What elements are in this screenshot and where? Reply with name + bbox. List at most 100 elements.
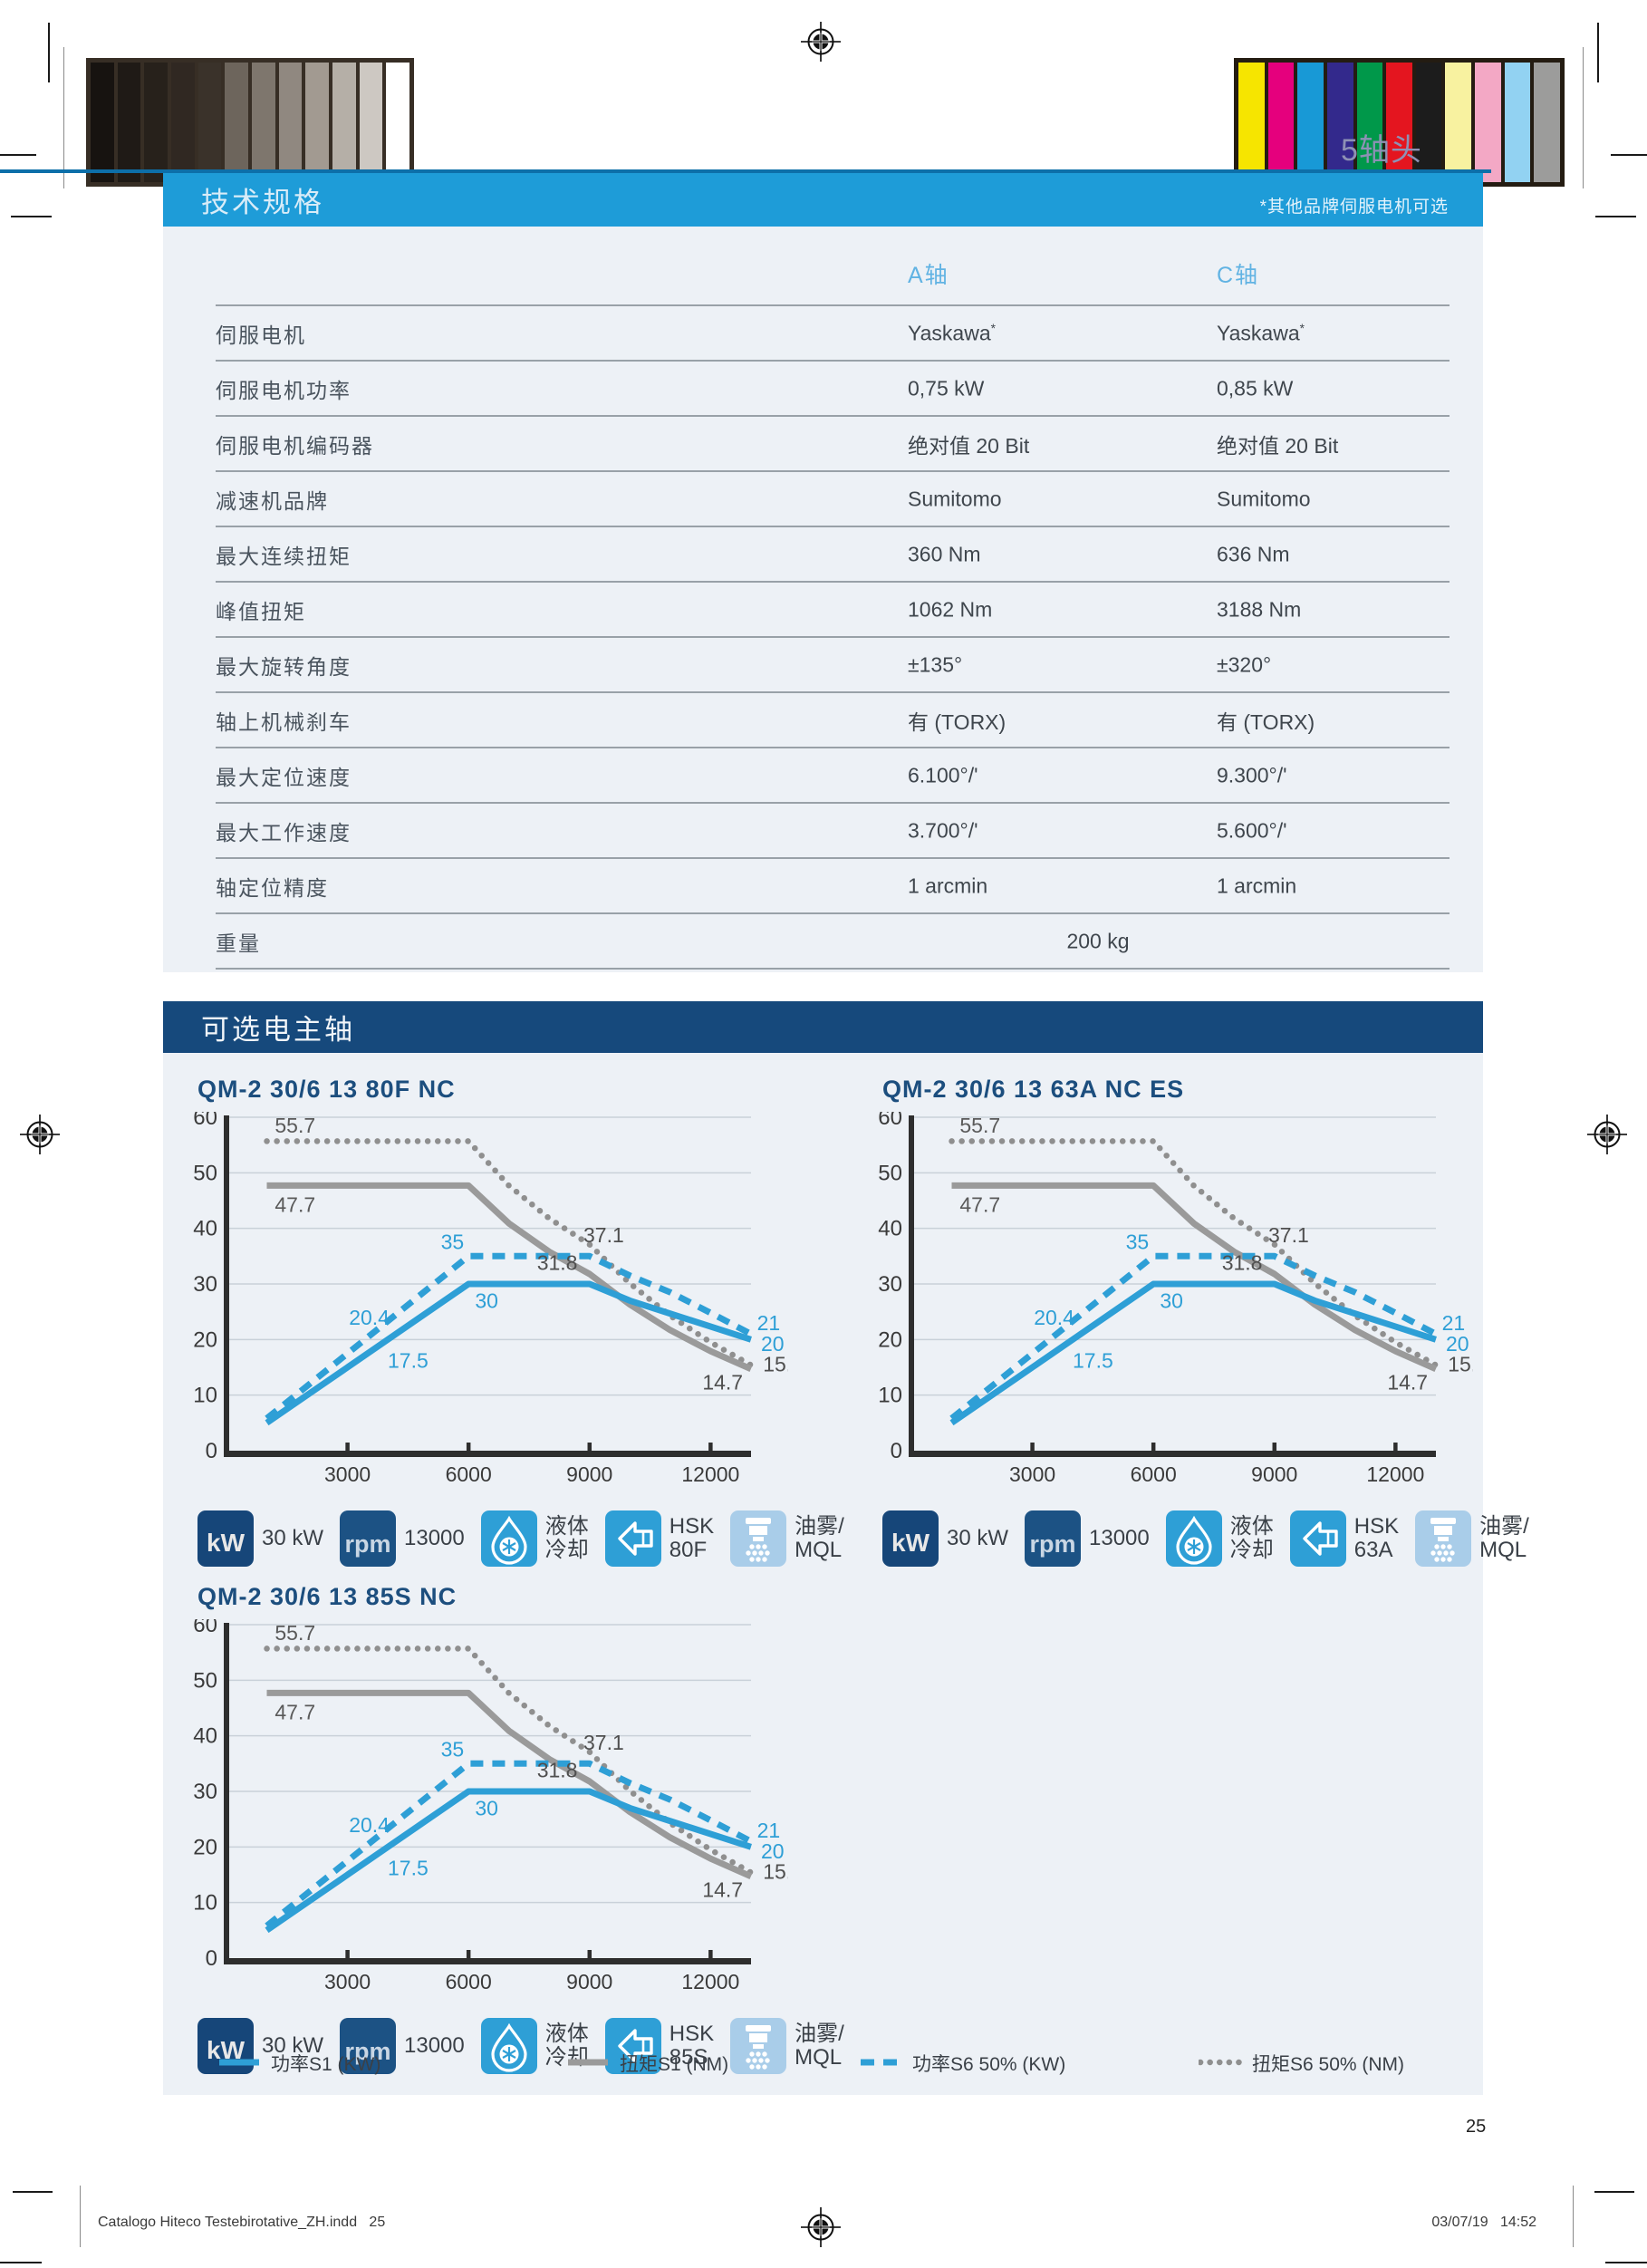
spec-value-c-axis: 绝对值 20 Bit [1217,433,1339,458]
spindle-chart-block: QM-2 30/6 13 80F NC 0 10 20 30 40 50 60 3000 6000… [190,1076,844,1569]
hsk-icon [604,1510,661,1567]
spec-value-a-axis: 有 (TORX) [908,709,1006,734]
svg-text:20: 20 [761,1839,785,1863]
header-rule [0,169,1491,173]
svg-text:30: 30 [878,1272,902,1297]
mist-icon [730,1510,787,1567]
divider [1583,47,1584,188]
spindle-section-title: 可选电主轴 [201,1014,355,1046]
svg-text:50: 50 [193,1161,217,1185]
feature-icon-label: 30 kW [262,1526,324,1551]
legend-label: 扭矩S1 (NM) [620,2054,729,2075]
grayscale-calibration-bar [86,58,414,187]
spec-row-label: 伺服电机功率 [216,378,352,402]
spindle-section-header-bar: 可选电主轴 [163,1001,1483,1053]
coolant-icon [480,2018,537,2074]
svg-text:30: 30 [193,1780,217,1804]
spec-value-c-axis: 9.300°/' [1217,763,1287,787]
svg-text:30: 30 [475,1288,498,1312]
feature-icon-item: 液体 冷却 [1165,1510,1274,1567]
spec-value-a-axis: 3.700°/' [908,818,978,842]
svg-text:rpm: rpm [1030,1530,1076,1558]
spec-table-row: 最大旋转角度 ±135° ±320° [216,638,1450,693]
feature-icon-label: 液体 冷却 [544,1514,589,1562]
calibration-swatch [1475,63,1501,182]
hsk-icon [1289,1510,1346,1567]
spec-table-row: 最大工作速度 3.700°/' 5.600°/' [216,804,1450,859]
spec-value-c-axis: 636 Nm [1217,542,1290,565]
spindle-feature-icons: kW 30 kW rpm 13000 液体 冷却 HSK 85S 油雾/ MQL [197,2015,844,2077]
spec-value-c-axis: 0,85 kW [1217,376,1294,400]
svg-text:20.4: 20.4 [349,1813,390,1837]
calibration-swatch [1415,63,1442,182]
spindle-chart: 0 10 20 30 40 50 60 3000 6000 9000 12000 55.7 47.7 35… [193,1613,804,1993]
svg-text:40: 40 [193,1724,217,1749]
crop-mark [1605,2262,1647,2263]
feature-icon-label: HSK 85S [669,2022,715,2070]
calibration-swatch [1297,63,1324,182]
feature-icon-item: 液体 冷却 [480,2018,589,2074]
svg-text:kW: kW [207,1529,246,1557]
svg-text:0: 0 [206,1946,217,1971]
svg-text:40: 40 [878,1217,902,1241]
feature-icon-label: 液体 冷却 [1229,1514,1274,1562]
spec-row-label: 峰值扭矩 [216,599,306,623]
svg-text:47.7: 47.7 [959,1192,1000,1216]
spec-value-a-axis: Yaskawa* [908,321,996,344]
calibration-swatch [386,63,410,182]
legend-swatch-dotted [1197,2055,1244,2071]
legend-swatch-dashed [859,2055,902,2071]
spindle-chart: 0 10 20 30 40 50 60 3000 6000 9000 12000 55.7 47.7 35… [878,1105,1488,1486]
rpm-icon: rpm [1025,1510,1082,1567]
svg-text:3000: 3000 [324,1970,371,1993]
feature-icon-item: HSK 80F [604,1510,714,1567]
spec-value-c-axis: ±320° [1217,652,1272,676]
svg-text:12000: 12000 [1366,1462,1424,1486]
svg-text:40: 40 [193,1217,217,1241]
feature-icon-label: 30 kW [947,1526,1009,1551]
crop-mark [48,23,50,82]
calibration-swatch [91,63,114,182]
chart-series [949,1280,1437,1426]
svg-text:6000: 6000 [1131,1462,1177,1486]
svg-text:9000: 9000 [566,1970,612,1993]
legend-swatch-solid [217,2055,261,2071]
svg-text:12000: 12000 [681,1462,739,1486]
footer-filename: Catalogo Hiteco Testebirotative_ZH.indd … [98,2215,386,2230]
spindle-chart-block: QM-2 30/6 13 85S NC 0 10 20 30 40 50 60 3000 6000… [190,1583,844,2077]
color-calibration-bar [1234,58,1565,187]
svg-text:30: 30 [193,1272,217,1297]
spindle-charts-section: QM-2 30/6 13 80F NC 0 10 20 30 40 50 60 3000 6000… [163,1053,1529,2095]
hsk-icon [604,2018,661,2074]
chart-series [951,1182,1438,1373]
calibration-swatch [1326,63,1353,182]
svg-text:17.5: 17.5 [388,1349,429,1373]
feature-icon-item: HSK 63A [1289,1510,1399,1567]
kw-icon: kW [882,1510,939,1567]
feature-icon-label: 30 kW [262,2033,324,2059]
spindle-feature-icons: kW 30 kW rpm 13000 液体 冷却 HSK 80F 油雾/ MQL [197,1508,844,1569]
crop-mark [13,2191,53,2193]
spec-table-row: 重量 200 kg [216,914,1450,970]
legend-item: 扭矩S6 50% (NM) [1197,2050,1404,2077]
chart-series [264,1138,755,1368]
spec-value-c-axis: 5.600°/' [1217,818,1287,842]
svg-text:rpm: rpm [345,2038,391,2065]
spec-table-row: 减速机品牌 Sumitomo Sumitomo [216,472,1450,527]
registration-mark-icon [1587,1115,1627,1154]
spec-row-label: 最大连续扭矩 [216,544,352,568]
svg-text:14.7: 14.7 [702,1371,743,1395]
svg-text:15.4: 15.4 [763,1352,788,1375]
spec-column-header: C轴 [1217,263,1260,288]
svg-text:20.4: 20.4 [349,1306,390,1329]
svg-text:55.7: 55.7 [274,1114,315,1137]
svg-text:55.7: 55.7 [959,1114,1000,1137]
svg-text:35: 35 [1126,1230,1150,1253]
svg-text:6000: 6000 [446,1462,492,1486]
calibration-swatch [332,63,356,182]
svg-text:14.7: 14.7 [702,1878,743,1902]
spec-row-label: 最大定位速度 [216,765,352,789]
spec-table-row: 峰值扭矩 1062 Nm 3188 Nm [216,583,1450,638]
svg-text:20: 20 [193,1835,217,1859]
spindle-chart-block: QM-2 30/6 13 63A NC ES 0 10 20 30 40 50 60 3000 6… [875,1076,1529,1569]
